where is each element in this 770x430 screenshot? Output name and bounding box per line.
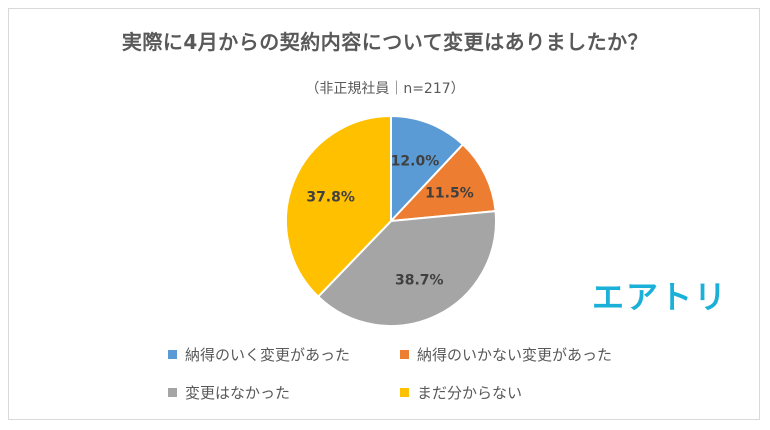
legend-label-2: 納得のいかない変更があった: [417, 346, 613, 364]
legend-label-1: 納得のいく変更があった: [185, 346, 351, 364]
legend-swatch-1: [168, 350, 177, 359]
legend-swatch-4: [400, 388, 409, 397]
pie-slice-2: [388, 143, 497, 223]
legend-swatch-3: [168, 388, 177, 397]
legend-label-4: まだ分からない: [417, 384, 523, 402]
pie-slice-1: [390, 114, 465, 224]
legend-label-3: 変更はなかった: [185, 384, 291, 402]
pie-slice-3: [316, 210, 497, 327]
slice-label-1: 12.0%: [391, 153, 440, 169]
legend-item-4: まだ分からない: [400, 382, 522, 403]
legend-swatch-2: [400, 350, 409, 359]
brand-logo: エアトリ: [592, 278, 729, 316]
legend-item-1: 納得のいく変更があった: [168, 344, 350, 365]
slice-label-3: 38.7%: [395, 273, 444, 289]
slice-label-4: 37.8%: [306, 190, 355, 206]
chart-subtitle: （非正規社員｜n=217）: [305, 81, 465, 97]
pie-slice-4: [285, 114, 392, 299]
slice-label-2: 11.5%: [425, 185, 474, 201]
legend-item-2: 納得のいかない変更があった: [400, 344, 612, 365]
chart-title: 実際に4月からの契約内容について変更はありましたか？: [121, 30, 649, 54]
legend-item-3: 変更はなかった: [168, 382, 290, 403]
